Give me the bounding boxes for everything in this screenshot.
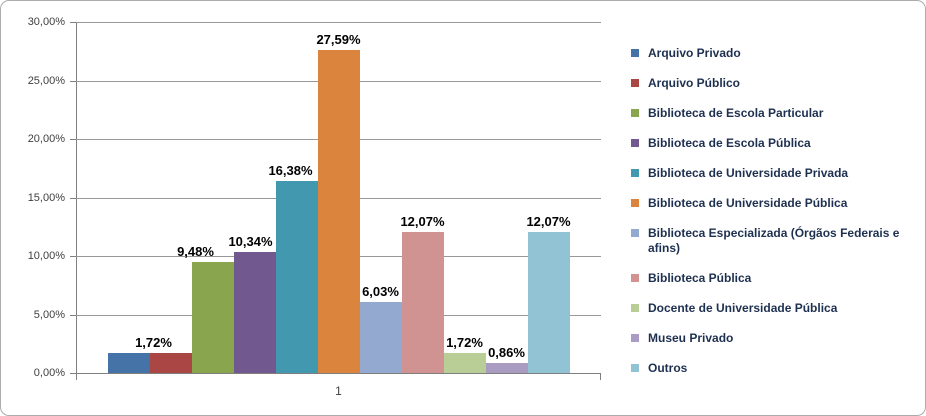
bar-arquivo-privado bbox=[107, 352, 150, 373]
y-axis-tick bbox=[70, 256, 76, 257]
legend-swatch bbox=[631, 49, 639, 57]
plot-area: 1 30,00% 25,00% 20,00% 15,00% 10,00% 5,00% 0,0… bbox=[28, 16, 601, 398]
bar-label-biblioteca-especializada-orgaos-federais-e-afins: 6,03% bbox=[362, 284, 399, 300]
bar-label-outros: 12,07% bbox=[526, 213, 571, 229]
legend-swatch bbox=[631, 304, 639, 312]
category-boundary-tick-left bbox=[76, 374, 77, 380]
legend-item-museu-privado: Museu Privado bbox=[631, 331, 919, 346]
legend-item-label: Arquivo Público bbox=[648, 76, 741, 90]
bar-arquivo-publico bbox=[149, 352, 192, 373]
bar-biblioteca-publica bbox=[401, 231, 444, 373]
legend-swatch bbox=[631, 109, 639, 117]
bar-label-biblioteca-de-escola-particular: 9,48% bbox=[177, 244, 214, 260]
bar-label-docente-de-universidade-publica: 1,72% bbox=[446, 334, 483, 350]
legend-item-arquivo-privado: Arquivo Privado bbox=[631, 46, 919, 61]
legend-swatch bbox=[631, 169, 639, 177]
y-axis-tick bbox=[70, 80, 76, 82]
bar-label-museu-privado: 0,86% bbox=[488, 344, 525, 360]
y-axis-tick-label: 0,00% bbox=[33, 367, 65, 379]
legend-item-docente-de-universidade-publica: Docente de Universidade Pública bbox=[631, 301, 919, 316]
x-axis-line bbox=[70, 373, 601, 374]
legend-item-label: Arquivo Privado bbox=[648, 46, 741, 60]
legend-item-label: Outros bbox=[648, 361, 688, 375]
legend-item-outros: Outros bbox=[631, 361, 919, 376]
legend-item-label: Biblioteca Especializada (Órgãos Federai… bbox=[648, 226, 900, 255]
legend-item-biblioteca-de-escola-particular: Biblioteca de Escola Particular bbox=[631, 106, 919, 121]
bar-label-biblioteca-de-universidade-privada: 16,38% bbox=[268, 163, 313, 179]
bar-label-biblioteca-de-escola-publica: 10,34% bbox=[228, 234, 273, 250]
bar-label-arquivo-publico: 1,72% bbox=[135, 334, 172, 350]
y-axis-tick bbox=[70, 373, 76, 374]
legend-item-biblioteca-de-escola-publica: Biblioteca de Escola Pública bbox=[631, 136, 919, 151]
x-axis-category-label: 1 bbox=[335, 384, 342, 398]
category-boundary-tick-right bbox=[600, 374, 601, 380]
legend-item-biblioteca-especializada-orgaos-federais-e-afins: Biblioteca Especializada (Órgãos Federai… bbox=[631, 226, 919, 256]
y-axis-tick bbox=[70, 139, 76, 140]
y-axis-tick bbox=[70, 314, 76, 316]
legend-item-label: Biblioteca Pública bbox=[648, 271, 752, 285]
y-axis-tick-label: 5,00% bbox=[33, 308, 65, 321]
legend-item-label: Biblioteca de Escola Particular bbox=[648, 106, 824, 120]
legend-item-label: Museu Privado bbox=[648, 331, 734, 345]
legend-swatch bbox=[631, 364, 639, 372]
bar-biblioteca-de-escola-publica bbox=[233, 252, 276, 373]
legend-swatch bbox=[631, 334, 639, 342]
bar-docente-de-universidade-publica bbox=[443, 352, 486, 373]
legend-item-label: Docente de Universidade Pública bbox=[648, 301, 838, 315]
y-axis-tick-label: 30,00% bbox=[27, 16, 65, 28]
legend-swatch bbox=[631, 199, 639, 207]
legend-item-biblioteca-de-universidade-privada: Biblioteca de Universidade Privada bbox=[631, 166, 919, 181]
legend-item-arquivo-publico: Arquivo Público bbox=[631, 76, 919, 91]
legend-swatch bbox=[631, 274, 639, 282]
bar-biblioteca-de-universidade-publica bbox=[317, 50, 360, 373]
y-axis-tick-label: 20,00% bbox=[27, 133, 65, 145]
legend-swatch bbox=[631, 139, 639, 147]
y-axis-tick-label: 10,00% bbox=[27, 250, 65, 262]
gridline bbox=[76, 22, 601, 23]
legend-swatch bbox=[631, 229, 639, 237]
legend-item-biblioteca-de-universidade-publica: Biblioteca de Universidade Pública bbox=[631, 196, 919, 211]
bar-label-biblioteca-de-universidade-publica: 27,59% bbox=[316, 32, 361, 48]
bar-biblioteca-de-escola-particular bbox=[191, 262, 234, 373]
bar-museu-privado bbox=[485, 362, 528, 373]
legend: Arquivo Privado Arquivo Público Biblioteca… bbox=[631, 46, 919, 391]
legend-item-biblioteca-publica: Biblioteca Pública bbox=[631, 271, 919, 286]
y-axis-tick bbox=[70, 197, 76, 199]
bar-biblioteca-de-universidade-privada bbox=[275, 181, 318, 373]
y-axis-tick-label: 25,00% bbox=[27, 74, 65, 87]
bar-outros bbox=[527, 231, 570, 373]
legend-swatch bbox=[631, 79, 639, 87]
bar-label-biblioteca-publica: 12,07% bbox=[400, 213, 445, 229]
y-axis-tick bbox=[70, 22, 76, 23]
bar-biblioteca-especializada-orgaos-federais-e-afins bbox=[359, 302, 402, 373]
legend-item-label: Biblioteca de Escola Pública bbox=[648, 136, 811, 150]
y-axis-tick-label: 15,00% bbox=[27, 191, 65, 204]
legend-item-label: Biblioteca de Universidade Privada bbox=[648, 166, 849, 180]
legend-item-label: Biblioteca de Universidade Pública bbox=[648, 196, 848, 210]
